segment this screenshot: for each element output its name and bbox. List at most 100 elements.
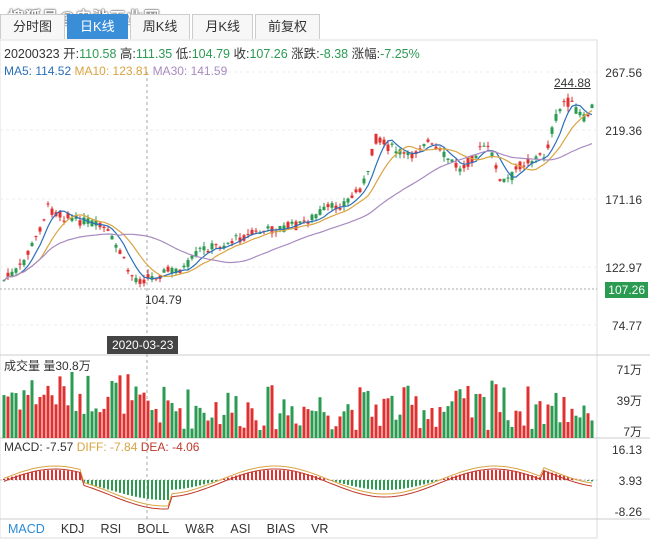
volume-bar [534, 404, 538, 438]
volume-bar [526, 386, 530, 438]
volume-bar [394, 419, 398, 438]
macd-histogram-bar [447, 477, 449, 480]
tab-daily-k[interactable]: 日K线 [67, 14, 128, 39]
tab-weekly-k[interactable]: 周K线 [129, 14, 191, 39]
volume-bar [482, 397, 486, 438]
candlestick [342, 201, 346, 207]
volume-bar [18, 409, 22, 438]
indicator-macd[interactable]: MACD [8, 522, 45, 536]
ma10-line [3, 109, 593, 282]
candlestick [530, 161, 534, 164]
indicator-rsi[interactable]: RSI [100, 522, 122, 536]
cursor-date: 2020-03-23 [107, 336, 179, 354]
macd-histogram-bar [471, 472, 473, 480]
candlestick [494, 165, 498, 169]
macd-histogram-bar [211, 480, 213, 483]
candlestick [362, 178, 366, 184]
macd-histogram-bar [463, 473, 465, 480]
candlestick [330, 203, 334, 208]
candlestick [502, 178, 506, 182]
volume-bar [262, 425, 266, 438]
macd-histogram-bar [251, 472, 253, 480]
tab-forward-adjusted[interactable]: 前复权 [255, 14, 321, 39]
macd-histogram-bar [39, 470, 41, 480]
tab-intraday[interactable]: 分时图 [0, 14, 66, 39]
volume-bar [422, 410, 426, 438]
candlestick [238, 237, 242, 243]
candlestick [146, 274, 150, 278]
macd-histogram-bar [375, 480, 377, 490]
macd-histogram-bar [479, 470, 481, 480]
macd-histogram-bar [235, 475, 237, 480]
volume-bar [278, 413, 282, 438]
volume-bar [234, 396, 238, 438]
volume-bar [338, 416, 342, 438]
macd-histogram-bar [147, 480, 149, 499]
candlestick [290, 221, 294, 224]
volume-bar [310, 410, 314, 438]
volume-bar [358, 387, 362, 438]
volume-bar [450, 401, 454, 438]
candlestick [378, 137, 382, 143]
volume-bar [354, 429, 358, 438]
candlestick [574, 107, 578, 114]
open-label: 开: [63, 47, 80, 61]
macd-histogram-bar [591, 480, 593, 482]
volume-bar [506, 420, 510, 438]
volume-bar [582, 405, 586, 438]
volume-bar [190, 428, 194, 438]
macd-histogram-bar [383, 480, 385, 490]
indicator-kdj[interactable]: KDJ [60, 522, 85, 536]
candlestick [206, 251, 210, 253]
indicator-asi[interactable]: ASI [230, 522, 251, 536]
diff-value: DIFF: -7.84 [76, 440, 138, 454]
ma30-line [3, 143, 593, 282]
candlestick [118, 250, 122, 254]
indicator-vr[interactable]: VR [311, 522, 329, 536]
macd-histogram-bar [363, 480, 365, 489]
volume-bar [34, 404, 38, 438]
candlestick [70, 217, 74, 221]
macd-histogram-bar [367, 480, 369, 489]
macd-histogram-bar [263, 470, 265, 480]
volume-bar [474, 394, 478, 438]
indicator-wr[interactable]: W&R [185, 522, 215, 536]
macd-histogram-bar [19, 474, 21, 480]
macd-histogram-bar [571, 477, 573, 480]
volume-bar [302, 406, 306, 438]
macd-histogram-bar [259, 470, 261, 480]
macd-histogram-bar [371, 480, 373, 490]
tab-monthly-k[interactable]: 月K线 [192, 14, 254, 39]
info-date: 20200323 [4, 47, 60, 61]
volume-bar [122, 413, 126, 438]
candlestick [258, 232, 262, 234]
candlestick [538, 153, 542, 155]
candlestick [334, 205, 338, 210]
candlestick [46, 203, 50, 205]
volume-bar [454, 390, 458, 438]
volume-bar [566, 422, 570, 438]
indicator-bias[interactable]: BIAS [266, 522, 296, 536]
macd-histogram-bar [59, 470, 61, 480]
candlestick [222, 245, 226, 249]
volume-bar [434, 426, 438, 438]
indicator-boll[interactable]: BOLL [137, 522, 170, 536]
volume-bar [118, 375, 122, 438]
macd-histogram-bar [163, 480, 165, 500]
macd-histogram-bar [175, 480, 177, 490]
macd-histogram-bar [555, 473, 557, 480]
volume-bar [82, 413, 86, 438]
macd-histogram-bar [179, 480, 181, 490]
low-marker: 104.79 [145, 293, 182, 307]
candlestick [450, 159, 454, 162]
candlestick [302, 220, 306, 222]
volume-bar [322, 412, 326, 438]
ohlc-info-bar: 20200323 开:110.58 高:111.35 低:104.79 收:10… [4, 43, 420, 62]
volume-bar [550, 405, 554, 438]
candlestick [350, 195, 354, 198]
volume-bar [510, 426, 514, 438]
volume-bar [102, 408, 106, 438]
volume-bar [438, 407, 442, 438]
macd-histogram-bar [123, 480, 125, 494]
